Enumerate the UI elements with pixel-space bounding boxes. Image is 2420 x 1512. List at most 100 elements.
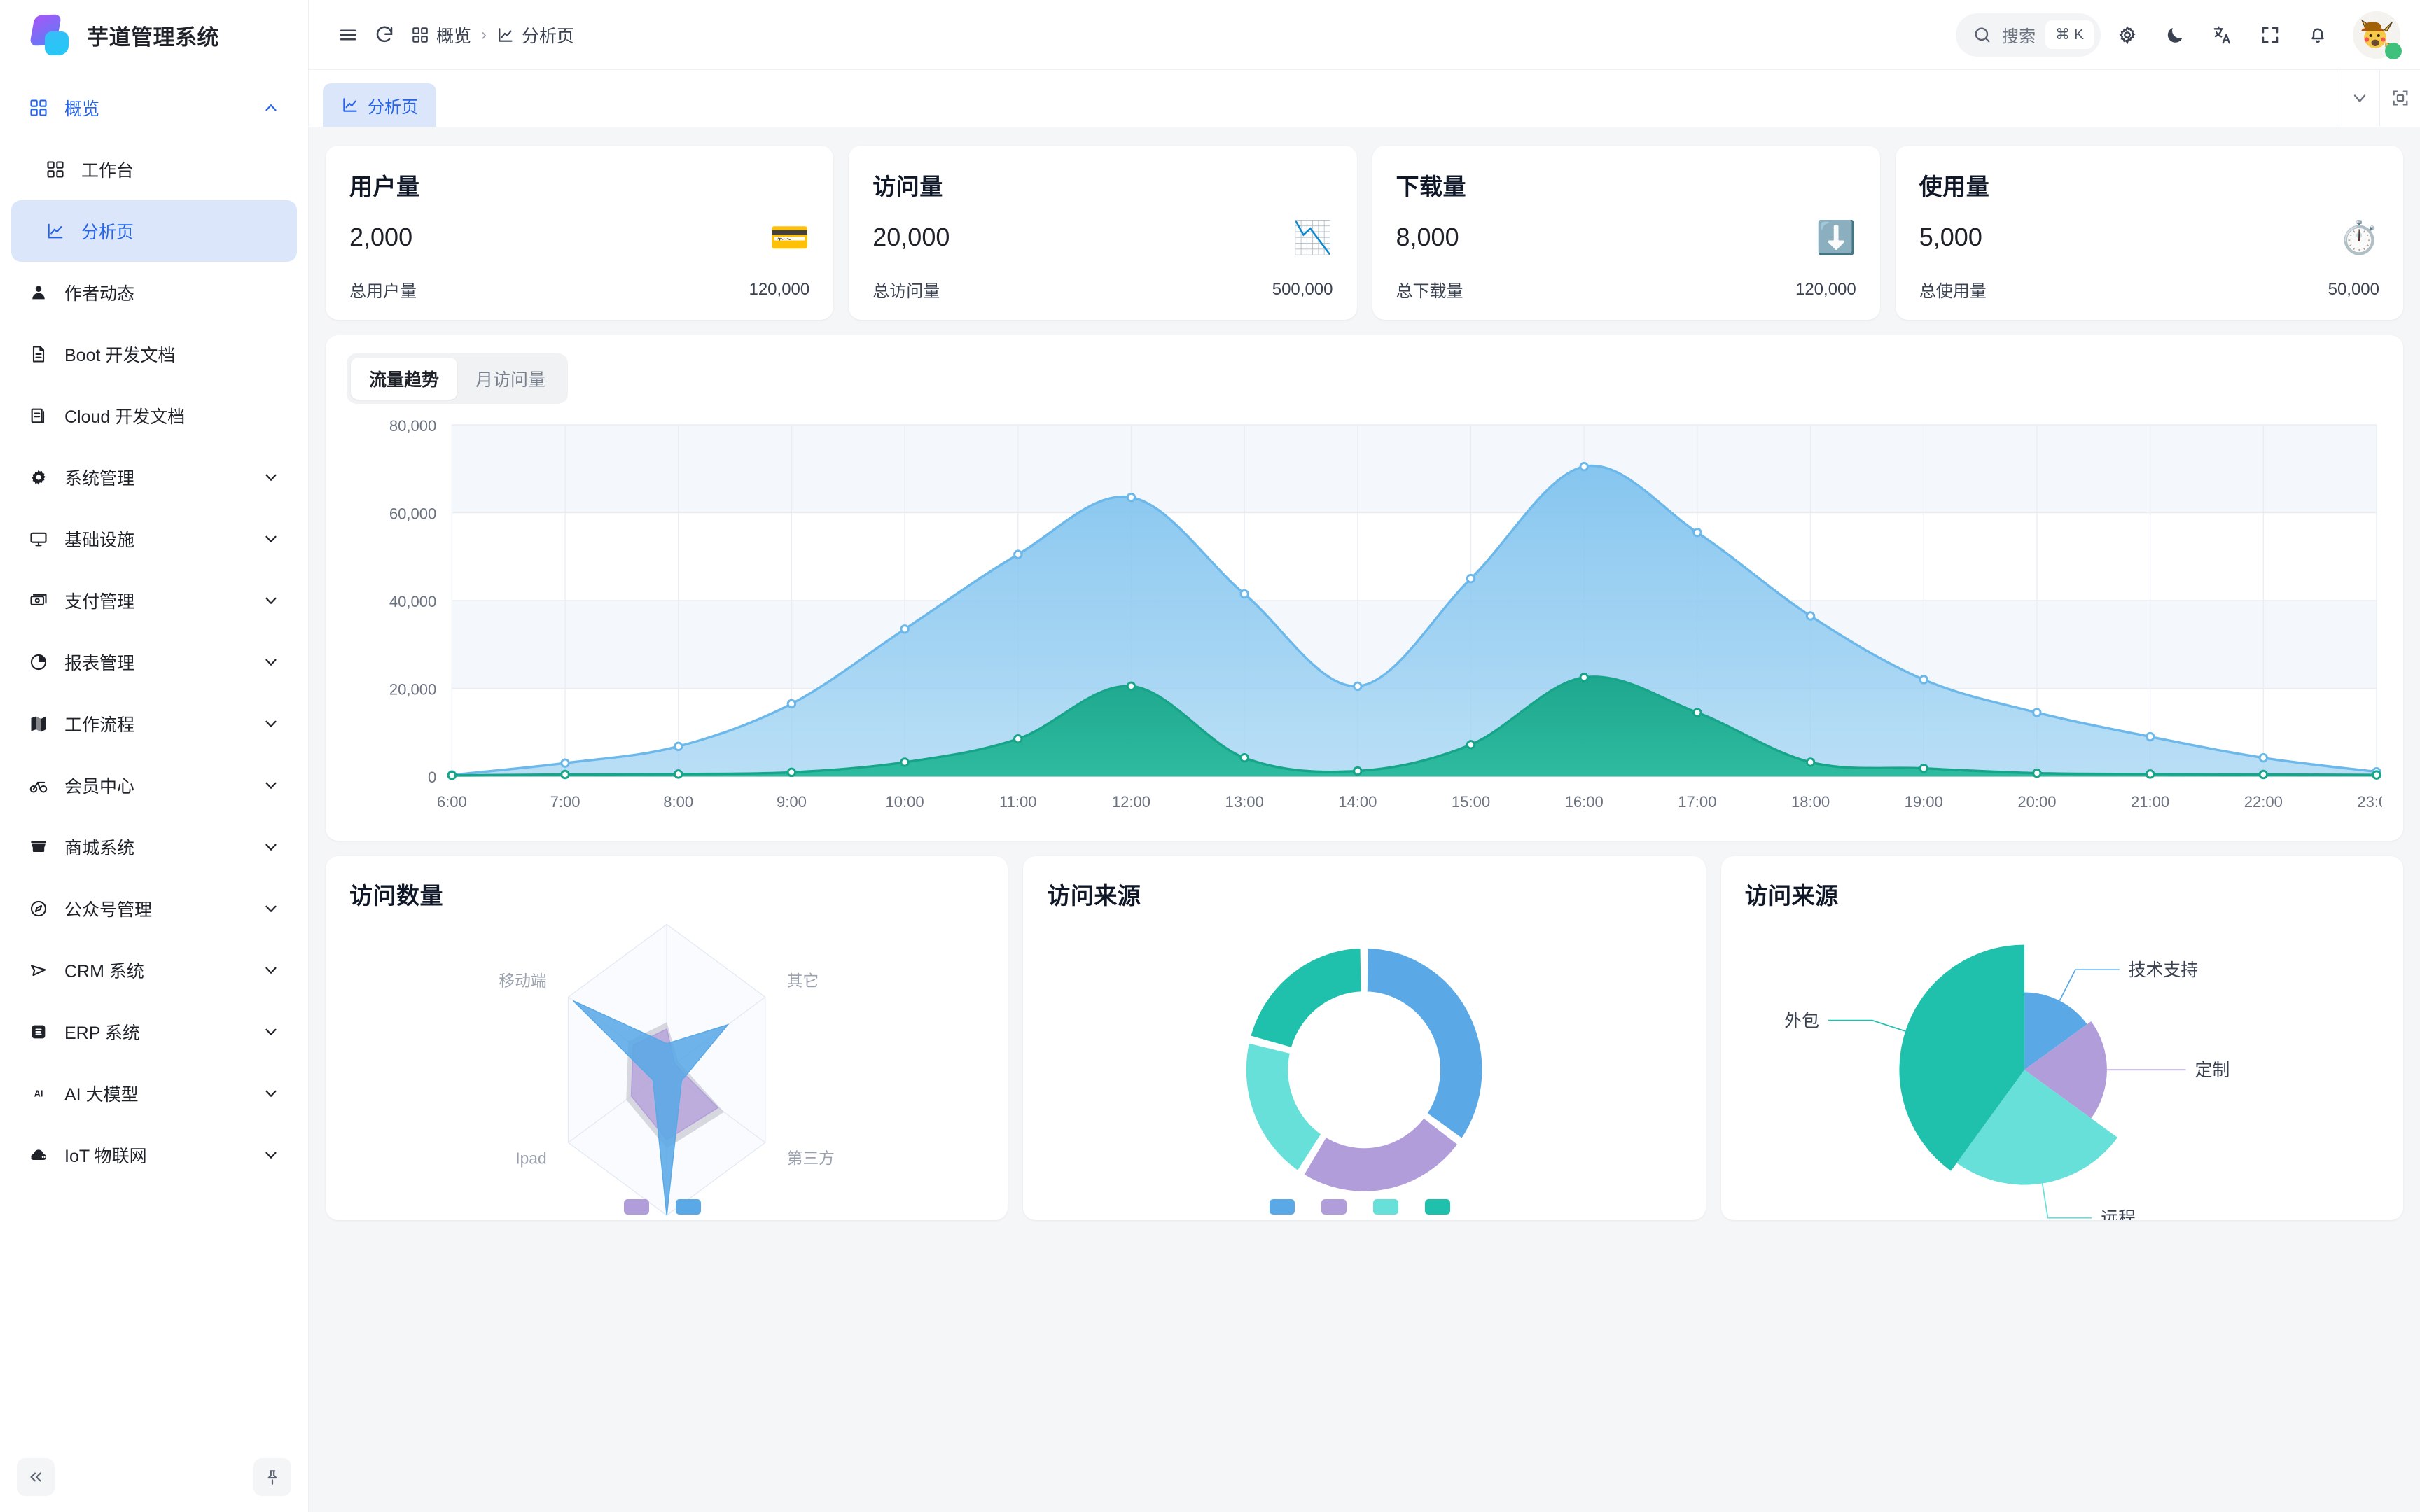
sidebar-item-label: 作者动态 xyxy=(64,284,135,304)
card-title: 访问来源 xyxy=(1047,883,1141,909)
search-shortcut: ⌘ K xyxy=(2045,20,2094,49)
legend-item-0[interactable] xyxy=(624,1199,658,1214)
svg-text:12:00: 12:00 xyxy=(1112,793,1150,811)
chevron-down-icon[interactable] xyxy=(262,468,280,486)
chevron-down-icon[interactable] xyxy=(262,592,280,610)
brand-logo[interactable]: 芋道管理系统 xyxy=(0,0,308,70)
sidebar-item-2[interactable]: 分析页 xyxy=(11,200,297,262)
stat-value: 2,000 xyxy=(349,223,413,251)
chevron-down-icon[interactable] xyxy=(262,653,280,671)
svg-text:14:00: 14:00 xyxy=(1338,793,1377,811)
svg-text:第三方: 第三方 xyxy=(787,1149,835,1168)
svg-text:外包: 外包 xyxy=(1784,1011,1819,1030)
sidebar-item-7[interactable]: 基础设施 xyxy=(11,508,297,570)
status-badge xyxy=(2385,42,2402,59)
legend-item-0[interactable] xyxy=(1270,1199,1303,1214)
erp-icon xyxy=(28,1021,49,1042)
legend-item-1[interactable] xyxy=(1321,1199,1355,1214)
sidebar-item-4[interactable]: Boot 开发文档 xyxy=(11,323,297,385)
stat-title: 下载量 xyxy=(1396,174,1466,200)
sidebar-item-9[interactable]: 报表管理 xyxy=(11,631,297,693)
donut-chart[interactable] xyxy=(1023,897,1705,1220)
chevron-down-icon[interactable] xyxy=(262,715,280,733)
sidebar-item-12[interactable]: 商城系统 xyxy=(11,816,297,878)
sidebar-item-8[interactable]: 支付管理 xyxy=(11,570,297,631)
sidebar-item-0[interactable]: 概览 xyxy=(11,77,297,139)
trend-tab-flow[interactable]: 流量趋势 xyxy=(351,358,458,400)
chevron-down-icon[interactable] xyxy=(262,838,280,856)
collapse-sidebar-button[interactable] xyxy=(17,1458,55,1496)
sidebar-item-label: 支付管理 xyxy=(64,592,135,612)
stat-foot-value: 120,000 xyxy=(749,279,810,299)
sidebar-item-label: 系统管理 xyxy=(64,469,135,489)
sidebar-item-1[interactable]: 工作台 xyxy=(11,139,297,200)
chevron-down-icon[interactable] xyxy=(262,1023,280,1041)
svg-text:远程: 远程 xyxy=(2101,1208,2136,1220)
legend-item-2[interactable] xyxy=(1373,1199,1407,1214)
sidebar-item-label: Cloud 开发文档 xyxy=(64,407,186,427)
trend-tab-monthly[interactable]: 月访问量 xyxy=(475,370,546,390)
traffic-trend-chart[interactable]: 0 20,000 40,000 60,000 80,000 6:00 7:00 8:00 9:0… xyxy=(347,412,2382,832)
tab-bar: 分析页 xyxy=(309,69,2420,127)
stat-value: 8,000 xyxy=(1396,223,1459,251)
radar-chart[interactable]: 网页其它第三方客户端Ipad移动端 xyxy=(326,897,1008,1220)
traffic-trend-card: 流量趋势 月访问量 0 20,000 40,000 60,000 80,000 6:00 7… xyxy=(326,335,2403,841)
stat-foot-value: 50,000 xyxy=(2328,279,2379,299)
bell-icon[interactable] xyxy=(2297,14,2339,56)
avatar[interactable] xyxy=(2353,10,2402,59)
breadcrumb-item-analysis[interactable]: 分析页 xyxy=(496,22,574,48)
stat-title: 访问量 xyxy=(872,174,943,200)
svg-text:9:00: 9:00 xyxy=(777,793,807,811)
bike-icon xyxy=(28,775,49,796)
tab-analysis[interactable]: 分析页 xyxy=(323,83,436,127)
legend-item-3[interactable] xyxy=(1425,1199,1459,1214)
sidebar-item-14[interactable]: CRM 系统 xyxy=(11,939,297,1001)
chevron-down-icon[interactable] xyxy=(262,530,280,548)
chevron-up-icon[interactable] xyxy=(262,99,280,117)
sidebar-item-15[interactable]: ERP 系统 xyxy=(11,1001,297,1063)
sidebar-item-16[interactable]: AI AI 大模型 xyxy=(11,1063,297,1124)
svg-text:15:00: 15:00 xyxy=(1452,793,1490,811)
gear-icon[interactable] xyxy=(2106,14,2148,56)
pin-sidebar-button[interactable] xyxy=(253,1458,291,1496)
chevron-down-icon[interactable] xyxy=(262,899,280,918)
chevron-down-icon[interactable] xyxy=(262,1084,280,1102)
svg-text:6:00: 6:00 xyxy=(437,793,467,811)
svg-text:定制: 定制 xyxy=(2195,1060,2230,1080)
svg-text:0: 0 xyxy=(428,769,436,786)
chevron-down-icon[interactable] xyxy=(262,961,280,979)
visit-count-card: 访问数量 网页其它第三方客户端Ipad移动端 xyxy=(326,856,1008,1220)
svg-text:20:00: 20:00 xyxy=(2017,793,2056,811)
sidebar-item-6[interactable]: 系统管理 xyxy=(11,447,297,508)
wallet-icon xyxy=(28,590,49,611)
svg-text:16:00: 16:00 xyxy=(1565,793,1604,811)
legend-item-1[interactable] xyxy=(676,1199,709,1214)
sidebar-item-3[interactable]: 作者动态 xyxy=(11,262,297,323)
svg-text:23:00: 23:00 xyxy=(2357,793,2382,811)
rose-chart[interactable]: 技术支持 定制 远程 外包 xyxy=(1721,897,2403,1220)
radar-legend xyxy=(326,1199,1008,1214)
svg-text:60,000: 60,000 xyxy=(389,505,436,523)
sidebar-item-17[interactable]: IoT 物联网 xyxy=(11,1124,297,1186)
hamburger-icon[interactable] xyxy=(330,17,366,53)
search-input[interactable]: 搜索 ⌘ K xyxy=(1956,13,2101,57)
stat-card-2: 下载量 8,000 ⬇️ 总下载量 120,000 xyxy=(1372,146,1880,320)
chevron-down-icon[interactable] xyxy=(262,1146,280,1164)
stat-card-1: 访问量 20,000 📉 总访问量 500,000 xyxy=(849,146,1357,320)
sidebar-item-5[interactable]: Cloud 开发文档 xyxy=(11,385,297,447)
chevron-down-icon[interactable] xyxy=(262,776,280,794)
stat-foot-label: 总用户量 xyxy=(349,282,417,301)
moon-icon[interactable] xyxy=(2154,14,2196,56)
sidebar-item-13[interactable]: 公众号管理 xyxy=(11,878,297,939)
translate-icon[interactable] xyxy=(2202,14,2244,56)
refresh-icon[interactable] xyxy=(366,17,403,53)
sidebar-item-label: 公众号管理 xyxy=(64,900,153,920)
sidebar-item-label: 报表管理 xyxy=(64,654,135,673)
breadcrumb-item-overview[interactable]: 概览 xyxy=(411,22,471,48)
sidebar-item-10[interactable]: 工作流程 xyxy=(11,693,297,755)
chevron-down-icon[interactable] xyxy=(2339,69,2379,127)
sidebar-item-11[interactable]: 会员中心 xyxy=(11,755,297,816)
fullscreen-box-icon[interactable] xyxy=(2379,69,2420,127)
pie-chart-icon xyxy=(28,652,49,673)
expand-icon[interactable] xyxy=(2249,14,2291,56)
